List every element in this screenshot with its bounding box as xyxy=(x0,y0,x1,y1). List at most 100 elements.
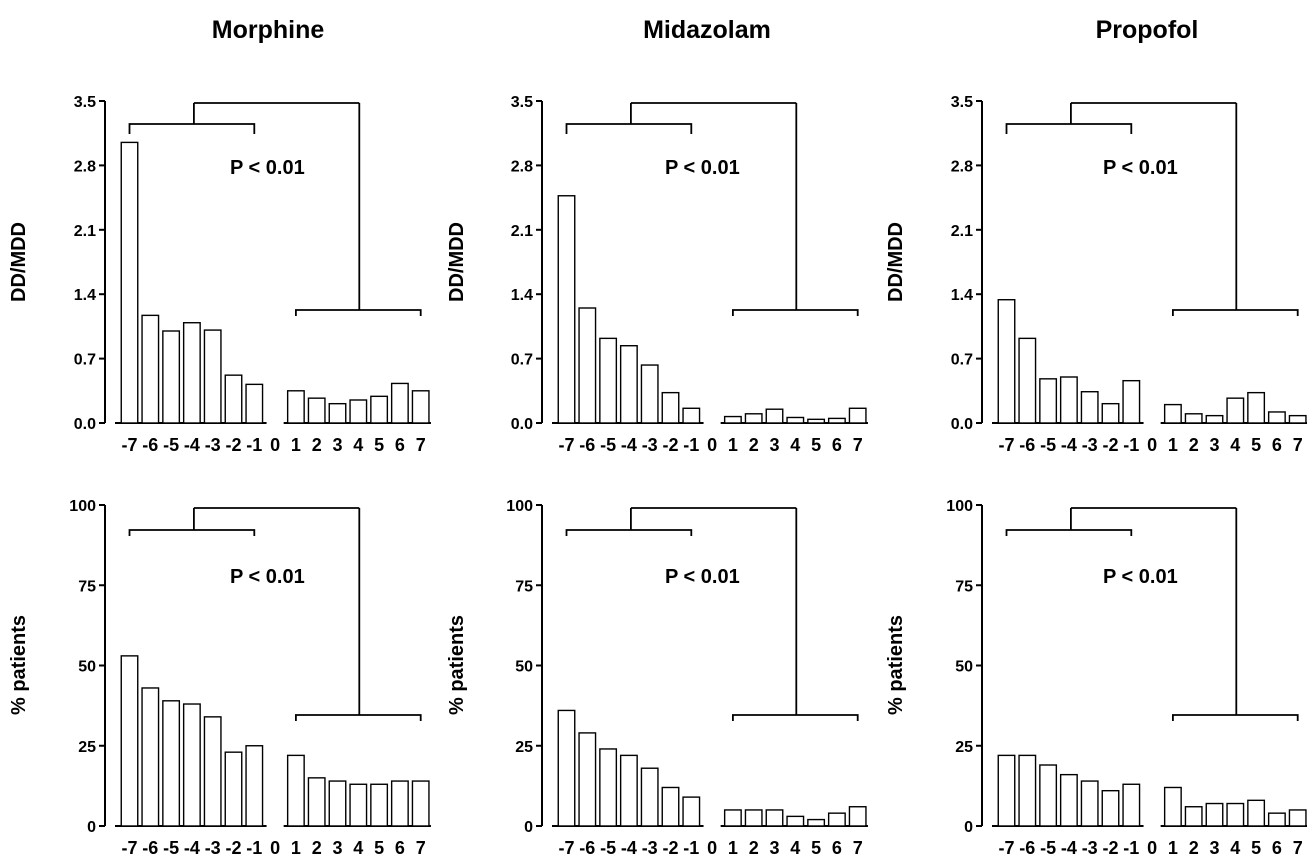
bracket-before xyxy=(565,529,693,536)
bar-6 xyxy=(1267,812,1286,827)
x-tick-label: 0 xyxy=(707,838,717,858)
y-tick-label: 50 xyxy=(955,659,973,676)
x-tick-label: 7 xyxy=(853,838,863,858)
x-tick-label: 1 xyxy=(291,838,301,858)
x-tick-label: 6 xyxy=(832,838,842,858)
bar--3 xyxy=(203,716,222,827)
chart-panel-midazolam-ratio: 0.0 0.7 1.4 2.1 2.8 3.5 -7 -6 -5 -4 -3 -2 -1 0 1 2 3 4 5 6 7… xyxy=(446,94,868,455)
x-tick-label: -7 xyxy=(121,838,137,858)
x-tick-label: -4 xyxy=(184,435,200,455)
bar--6 xyxy=(1018,337,1037,424)
x-tick-label: 3 xyxy=(332,435,342,455)
bar--1 xyxy=(245,745,264,827)
y-tick-label: 2.1 xyxy=(511,223,533,240)
y-tick-label: 3.5 xyxy=(951,94,973,111)
bracket-before xyxy=(1005,123,1133,134)
x-tick-label: -2 xyxy=(662,435,678,455)
x-tick-label: 0 xyxy=(270,435,280,455)
bar-3 xyxy=(328,402,347,424)
panel-column-title: Propofol xyxy=(1096,16,1199,44)
x-tick-label: -6 xyxy=(142,838,158,858)
chart-panel-morphine-ratio: 0.0 0.7 1.4 2.1 2.8 3.5 -7 -6 -5 -4 -3 -2 -1 0 1 2 3 4 5 6 7… xyxy=(8,94,431,455)
bar-5 xyxy=(807,418,826,424)
y-tick-label: 2.1 xyxy=(74,223,96,240)
p-value-annotation: P < 0.01 xyxy=(665,566,740,588)
x-tick-label: 0 xyxy=(270,838,280,858)
x-tick-label: 7 xyxy=(416,435,426,455)
chart-panel-propofol-ratio: 0.0 0.7 1.4 2.1 2.8 3.5 -7 -6 -5 -4 -3 -2 -1 0 1 2 3 4 5 6 7… xyxy=(885,94,1307,455)
bar--2 xyxy=(1101,402,1120,424)
y-tick-label: 2.8 xyxy=(511,158,533,175)
bar-2 xyxy=(307,397,326,424)
bar-1 xyxy=(723,415,742,424)
y-tick-label: 2.1 xyxy=(951,223,973,240)
bar-5 xyxy=(1247,799,1266,827)
y-tick-label: 0.0 xyxy=(74,416,96,433)
y-axis-label: % patients xyxy=(446,615,468,715)
y-tick-label: 75 xyxy=(78,578,96,595)
y-tick-label: 0 xyxy=(524,819,533,836)
x-tick-label: -2 xyxy=(1102,435,1118,455)
bar-3 xyxy=(765,408,784,424)
y-tick-label: 25 xyxy=(515,739,533,756)
bracket-after xyxy=(294,309,422,316)
bar-3 xyxy=(1205,414,1224,424)
x-tick-label: 3 xyxy=(1209,435,1219,455)
x-tick-label: 2 xyxy=(749,435,759,455)
x-tick-label: -6 xyxy=(579,838,595,858)
x-tick-label: -7 xyxy=(121,435,137,455)
bar-5 xyxy=(370,395,389,424)
y-tick-label: 25 xyxy=(78,739,96,756)
bar-4 xyxy=(1226,802,1245,827)
y-tick-label: 2.8 xyxy=(74,158,96,175)
bar-7 xyxy=(411,780,430,827)
x-tick-label: 7 xyxy=(853,435,863,455)
x-tick-label: -3 xyxy=(1082,435,1098,455)
y-tick-label: 0.0 xyxy=(511,416,533,433)
bracket-after xyxy=(732,714,859,721)
x-tick-label: -7 xyxy=(558,435,574,455)
y-axis-label: % patients xyxy=(8,615,30,715)
x-tick-label: -5 xyxy=(1040,435,1056,455)
y-tick-label: 100 xyxy=(946,498,973,515)
x-tick-label: -3 xyxy=(205,838,221,858)
bar-4 xyxy=(349,783,368,827)
x-tick-label: -7 xyxy=(998,435,1014,455)
bracket-before xyxy=(128,529,256,536)
x-tick-label: -4 xyxy=(184,838,200,858)
x-tick-label: -3 xyxy=(642,435,658,455)
bar-6 xyxy=(1267,411,1286,424)
bar--2 xyxy=(224,374,243,424)
x-tick-label: 3 xyxy=(769,435,779,455)
bar-7 xyxy=(411,390,430,424)
y-tick-label: 100 xyxy=(69,498,96,515)
bar--6 xyxy=(1018,754,1037,827)
bar--7 xyxy=(997,754,1016,827)
y-tick-label: 75 xyxy=(955,578,973,595)
x-tick-label: -1 xyxy=(683,838,699,858)
bar-6 xyxy=(390,382,409,424)
bar--4 xyxy=(1059,773,1078,827)
p-value-annotation: P < 0.01 xyxy=(665,157,740,179)
x-tick-label: 0 xyxy=(1147,838,1157,858)
bar-1 xyxy=(286,390,305,424)
bar-1 xyxy=(286,754,305,827)
x-tick-label: 7 xyxy=(416,838,426,858)
bar-5 xyxy=(807,818,826,827)
x-tick-label: -3 xyxy=(205,435,221,455)
x-tick-label: -5 xyxy=(1040,838,1056,858)
y-tick-label: 0.7 xyxy=(951,352,973,369)
bar-3 xyxy=(328,780,347,827)
bar-1 xyxy=(1163,786,1182,827)
y-tick-label: 3.5 xyxy=(74,94,96,111)
y-tick-label: 0.7 xyxy=(74,352,96,369)
x-tick-label: 2 xyxy=(1189,435,1199,455)
bar--6 xyxy=(141,687,160,827)
bar--4 xyxy=(182,322,201,424)
x-tick-label: 1 xyxy=(728,838,738,858)
x-tick-label: 2 xyxy=(1189,838,1199,858)
x-tick-label: -1 xyxy=(683,435,699,455)
x-tick-label: 4 xyxy=(1230,838,1240,858)
bar-6 xyxy=(827,417,846,424)
